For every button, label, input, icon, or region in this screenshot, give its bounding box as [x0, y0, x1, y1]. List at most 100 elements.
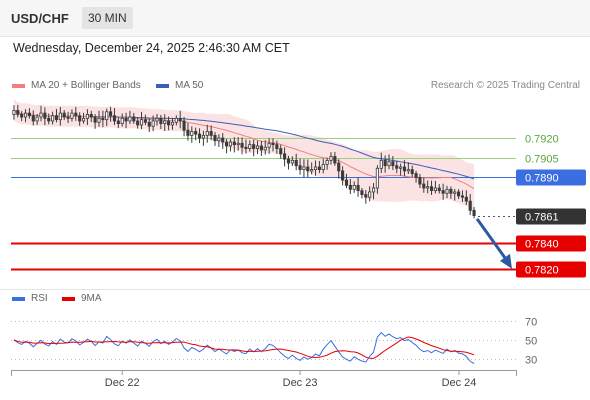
candle-body: [167, 120, 171, 126]
level-label-box-0.7890: [516, 169, 586, 186]
candle-body: [344, 179, 349, 186]
candle-body: [139, 119, 144, 126]
rsi-tick-30: 30: [525, 355, 537, 367]
candle-body: [217, 137, 221, 142]
candle-body: [27, 112, 31, 117]
candle-body: [441, 190, 445, 194]
candle-body: [337, 162, 341, 172]
rsi-swatch: [12, 296, 25, 301]
x-axis: Dec 22 Dec 23 Dec 24: [11, 370, 517, 389]
candle-body: [464, 196, 468, 202]
candle-body: [174, 117, 178, 123]
candle-body: [197, 133, 202, 139]
candle-body: [371, 187, 376, 193]
candle-body: [116, 120, 120, 124]
candle-body: [457, 191, 461, 197]
candle-body: [143, 119, 147, 123]
level-label-box-0.7861: [516, 208, 586, 225]
top-bar: USD/CHF 30 MIN: [0, 0, 590, 37]
candle-body: [379, 159, 383, 169]
candle-body: [78, 115, 82, 122]
rsi-tick-50: 50: [525, 336, 537, 348]
candle-body: [317, 166, 321, 171]
candle-body: [252, 144, 256, 149]
candle-body: [244, 146, 248, 149]
candle-body: [221, 137, 225, 143]
currency-pair: USD/CHF: [11, 11, 69, 26]
candle-body: [228, 141, 233, 147]
candle-body: [259, 145, 263, 151]
candle-body: [402, 166, 407, 172]
candle-body: [136, 120, 140, 126]
candle-body: [368, 191, 372, 198]
forecast-arrow: [475, 218, 512, 269]
candle-body: [81, 117, 86, 122]
level-label-0.7890: 0.7890: [525, 173, 559, 185]
candle-body: [352, 184, 356, 190]
candle-body: [449, 188, 453, 194]
candle-body: [163, 120, 167, 124]
candle-body: [47, 117, 51, 122]
candle-body: [445, 188, 449, 194]
candle-body: [66, 116, 70, 119]
candle-body: [232, 141, 236, 146]
timestamp: Wednesday, December 24, 2025 2:46:30 AM …: [13, 41, 290, 55]
candle-body: [279, 148, 283, 155]
x-tick-label: Dec 23: [283, 377, 318, 389]
candle-body: [85, 114, 89, 119]
credit-text: Research © 2025 Trading Central: [430, 80, 580, 91]
candle-body: [105, 111, 109, 121]
candle-body: [54, 115, 59, 121]
price-level-labels: 0.7920 0.7905 0.7890 0.7861 0.7840 0.7820: [516, 134, 586, 278]
candle-body: [248, 144, 252, 149]
candle-body: [97, 117, 101, 123]
price-levels: [11, 138, 516, 271]
timeframe-badge[interactable]: 30 MIN: [82, 7, 133, 29]
ma20-swatch: [12, 83, 25, 88]
ma50-legend: MA 50: [156, 80, 203, 91]
candle-body: [333, 156, 337, 164]
rsi-pane: 30 50 70: [11, 317, 537, 367]
level-label-0.7861: 0.7861: [525, 212, 559, 224]
candle-body: [20, 114, 24, 118]
candle-body: [433, 187, 437, 192]
level-label-0.7820: 0.7820: [525, 265, 559, 277]
candle-body: [321, 163, 325, 170]
candle-body: [391, 161, 395, 167]
candle-body: [159, 117, 163, 125]
candle-body: [190, 131, 194, 136]
candle-body: [383, 159, 387, 167]
candle-body: [286, 158, 291, 164]
candle-body: [109, 111, 113, 117]
candle-body: [51, 115, 55, 122]
x-tick-label: Dec 22: [105, 377, 140, 389]
candle-body: [472, 209, 476, 216]
rsi-ma-legend-label: 9MA: [81, 293, 102, 304]
candle-body: [70, 112, 74, 119]
candle-body: [89, 114, 93, 118]
candle-body: [155, 117, 159, 122]
ma50-legend-label: MA 50: [175, 80, 204, 91]
level-label-0.7920: 0.7920: [525, 134, 559, 146]
candle-body: [151, 120, 155, 127]
ma20-legend: MA 20 + Bollinger Bands: [12, 80, 141, 91]
candle-body: [35, 116, 39, 122]
candle-body: [360, 190, 364, 195]
candle-body: [406, 169, 410, 172]
candle-body: [453, 191, 457, 194]
candle-body: [422, 183, 426, 189]
candle-body: [43, 112, 47, 119]
forecast-arrow-shaft: [475, 218, 507, 259]
rsi-legend: RSI: [12, 293, 48, 304]
rsi-legend-label: RSI: [31, 293, 48, 304]
candle-body: [178, 117, 182, 122]
candle-body: [213, 135, 217, 142]
candle-body: [120, 117, 124, 125]
candle-body: [147, 121, 151, 127]
candle-body: [194, 131, 198, 135]
candle-body: [298, 165, 302, 171]
level-label-box-0.7840: [516, 235, 586, 252]
candle-body: [468, 200, 472, 211]
candle-body: [39, 112, 43, 118]
